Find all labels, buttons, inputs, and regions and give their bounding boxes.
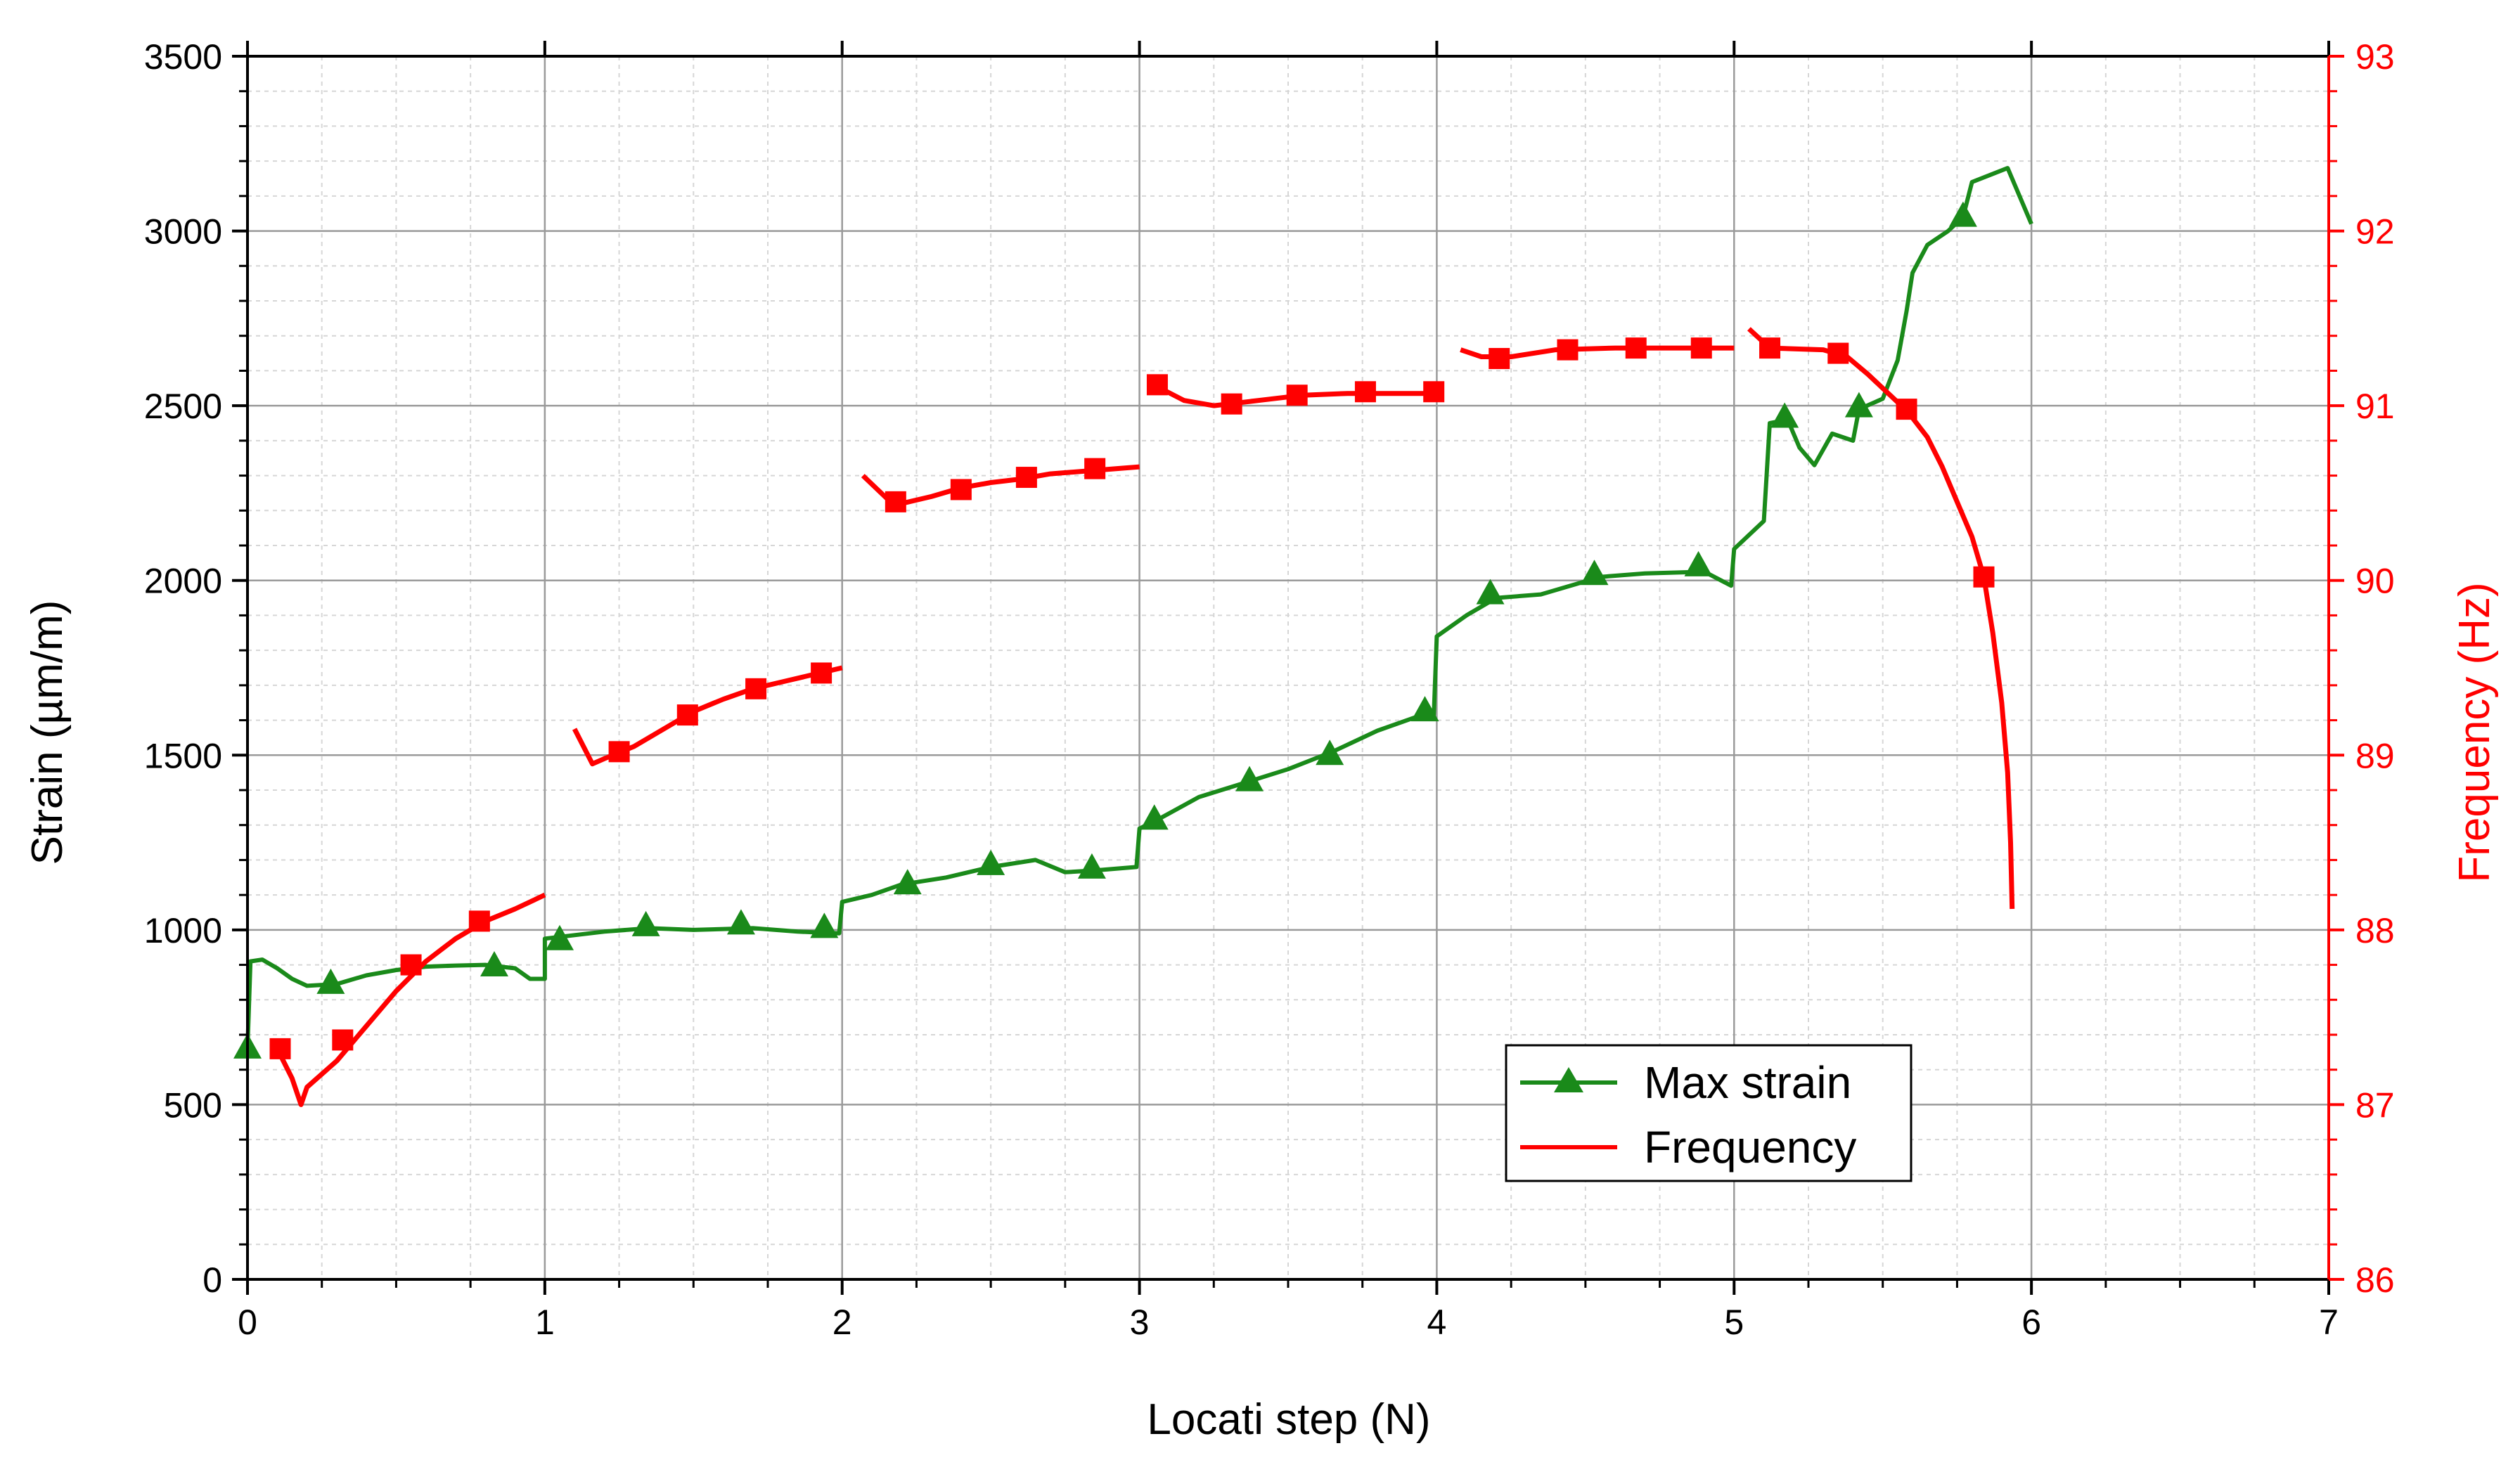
x-tick-label: 0 xyxy=(238,1303,257,1342)
max-strain-marker xyxy=(1316,739,1344,766)
max-strain-marker xyxy=(1770,402,1799,428)
legend-marker-triangle xyxy=(1554,1067,1583,1092)
frequency-marker xyxy=(1759,337,1781,359)
max-strain-marker xyxy=(1476,579,1505,605)
max-strain-marker xyxy=(726,909,755,935)
y-tick-label: 2500 xyxy=(144,387,222,426)
max-strain-marker xyxy=(1410,696,1439,722)
y-tick-label: 3500 xyxy=(144,37,222,77)
max-strain-marker xyxy=(977,849,1005,875)
frequency-marker xyxy=(745,678,767,699)
frequency-marker xyxy=(1625,337,1647,359)
series-line-frequency xyxy=(1460,345,1735,359)
x-tick-label: 1 xyxy=(535,1303,555,1342)
frequency-marker xyxy=(1146,374,1168,396)
series-line-frequency xyxy=(275,892,546,1107)
legend-label-frequency: Frequency xyxy=(1644,1122,1856,1173)
y2-tick-label: 87 xyxy=(2355,1085,2395,1125)
y2-tick-label: 88 xyxy=(2355,911,2395,950)
x-tick-label: 2 xyxy=(832,1303,852,1342)
max-strain-marker xyxy=(1948,201,1977,227)
frequency-marker xyxy=(1015,467,1037,489)
x-axis-title: Locati step (N) xyxy=(1147,1395,1430,1444)
x-tick-label: 5 xyxy=(1724,1303,1744,1342)
max-strain-marker xyxy=(1140,804,1169,830)
max-strain-marker xyxy=(1077,853,1106,879)
series-line-frequency xyxy=(1159,386,1437,408)
x-tick-label: 7 xyxy=(2319,1303,2339,1342)
frequency-marker xyxy=(1084,458,1106,479)
x-tick-label: 6 xyxy=(2021,1303,2041,1342)
frequency-marker xyxy=(608,741,630,763)
y2-tick-label: 86 xyxy=(2355,1260,2395,1300)
frequency-marker xyxy=(269,1038,291,1059)
y2-tick-label: 91 xyxy=(2355,387,2395,426)
y-tick-label: 2000 xyxy=(144,562,222,601)
frequency-marker xyxy=(1423,381,1445,403)
max-strain-marker xyxy=(1684,550,1713,576)
max-strain-marker xyxy=(316,968,345,994)
y2-tick-label: 92 xyxy=(2355,212,2395,252)
max-strain-marker xyxy=(1235,766,1264,792)
frequency-marker xyxy=(1286,385,1308,406)
frequency-marker xyxy=(332,1029,354,1051)
frequency-marker xyxy=(676,704,698,726)
legend-label-max-strain: Max strain xyxy=(1644,1057,1851,1108)
y-axis-title: Strain (µm/m) xyxy=(23,600,72,865)
x-tick-label: 4 xyxy=(1427,1303,1447,1342)
y-tick-label: 500 xyxy=(164,1085,222,1125)
frequency-marker xyxy=(400,954,422,976)
x-tick-label: 3 xyxy=(1130,1303,1150,1342)
legend-item-frequency: Frequency xyxy=(1520,1122,1856,1173)
max-strain-marker xyxy=(1844,392,1873,418)
y2-tick-label: 90 xyxy=(2355,562,2395,601)
frequency-marker xyxy=(1896,399,1917,420)
frequency-marker xyxy=(1827,342,1849,364)
y-tick-label: 0 xyxy=(202,1260,222,1300)
max-strain-marker xyxy=(631,910,660,936)
frequency-marker xyxy=(1221,393,1242,415)
y-tick-label: 3000 xyxy=(144,212,222,252)
y-tick-label: 1000 xyxy=(144,911,222,950)
max-strain-marker xyxy=(1580,560,1609,586)
tick-labels: 0 1 2 3 4 5 6 7 0 500 1000 1500 2000 2500 3000 3500 86 87… xyxy=(144,37,2395,1342)
frequency-marker xyxy=(1557,339,1579,361)
y2-tick-label: 93 xyxy=(2355,37,2395,77)
frequency-marker xyxy=(1489,348,1510,370)
axes xyxy=(232,41,2344,1295)
series-layer xyxy=(233,166,2033,1107)
frequency-marker xyxy=(950,479,972,500)
frequency-marker xyxy=(1690,337,1712,359)
frequency-marker xyxy=(468,910,490,932)
legend-item-max-strain: Max strain xyxy=(1520,1057,1851,1108)
y2-axis-title: Frequency (Hz) xyxy=(2450,582,2499,882)
max-strain-marker xyxy=(893,869,922,895)
max-strain-marker xyxy=(546,924,574,950)
frequency-marker xyxy=(885,491,906,512)
max-strain-marker xyxy=(480,951,508,977)
grid-lines xyxy=(248,56,2329,1279)
legend-box xyxy=(1505,1044,1912,1182)
legend: Max strain Frequency xyxy=(1505,1044,1912,1182)
max-strain-marker xyxy=(810,912,839,938)
y-tick-label: 1500 xyxy=(144,736,222,775)
frequency-marker xyxy=(1354,381,1376,403)
frequency-marker xyxy=(811,662,832,684)
y2-tick-label: 89 xyxy=(2355,736,2395,775)
frequency-marker xyxy=(1973,566,1995,588)
